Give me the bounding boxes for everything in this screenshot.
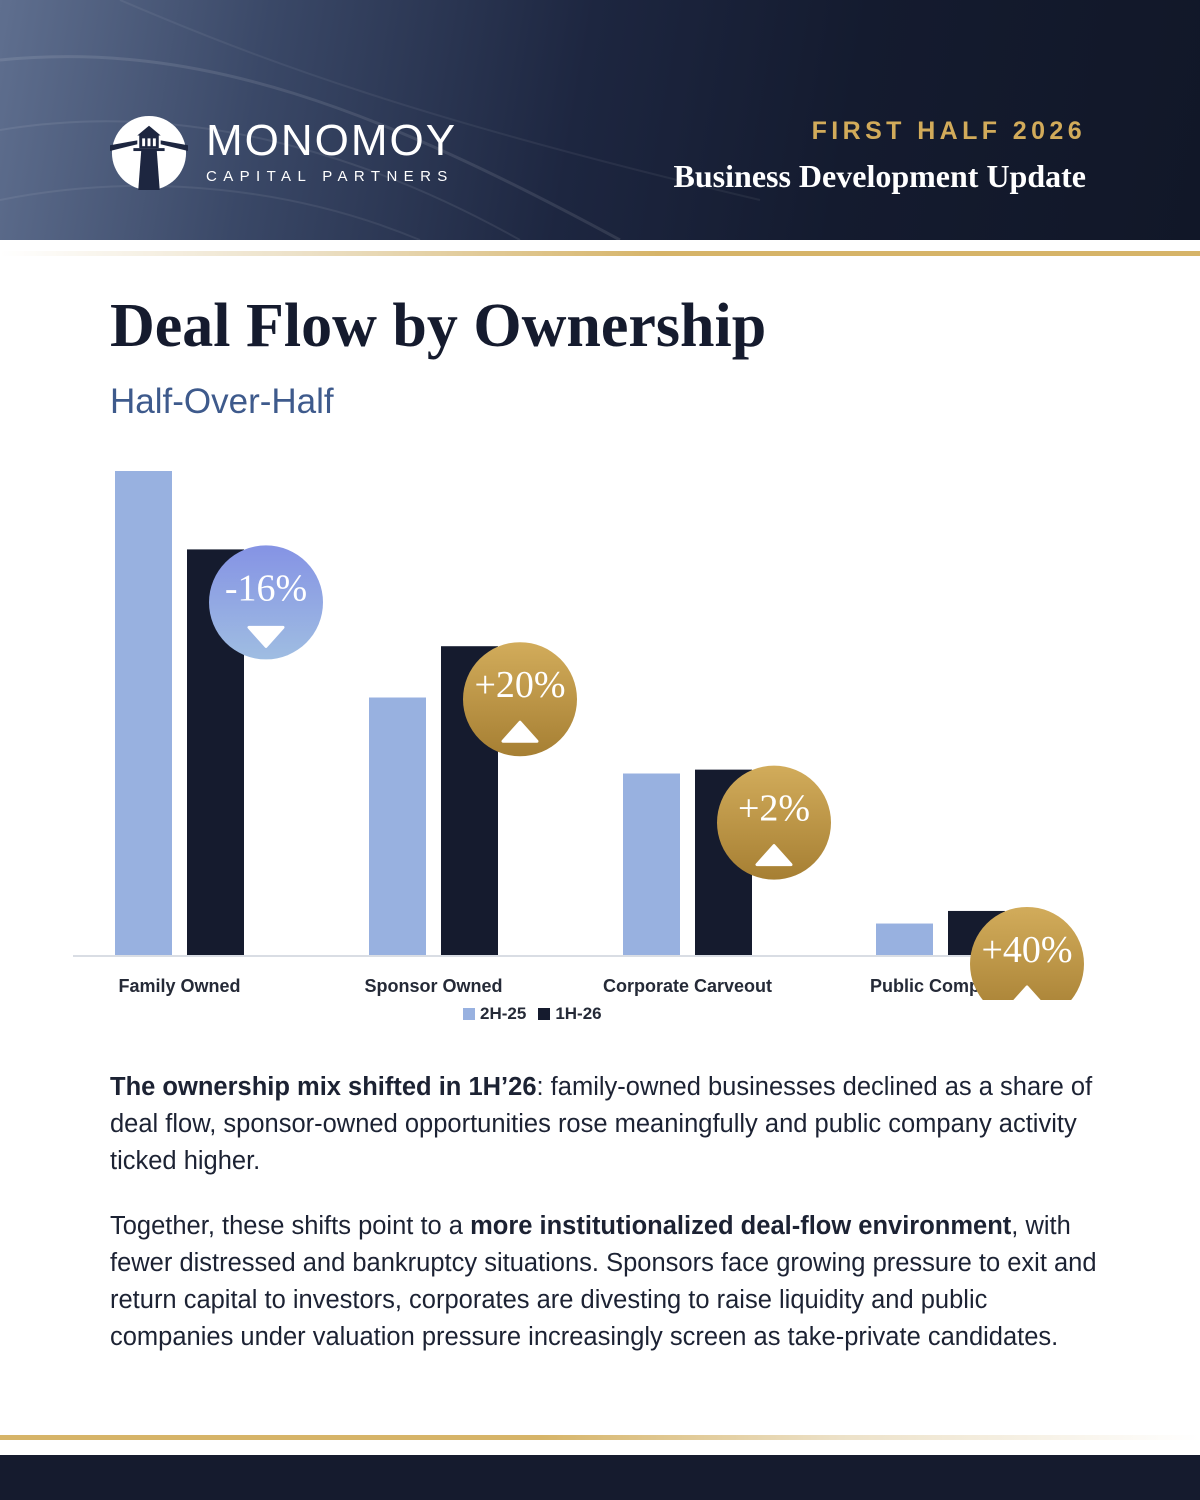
change-badge-family-owned: -16% — [209, 545, 323, 660]
header-banner: MONOMOY CAPITAL PARTNERS FIRST HALF 2026… — [0, 0, 1200, 240]
brand-name: MONOMOY — [206, 116, 458, 165]
header-swoosh-decoration — [0, 0, 761, 240]
summary-2-bold: more institutionalized deal-flow environ… — [470, 1212, 1012, 1240]
summary-1-text: : family-owned businesses declined as a … — [110, 1073, 1093, 1175]
report-period: FIRST HALF 2026 — [811, 117, 1086, 145]
brand-subtitle: CAPITAL PARTNERS — [206, 168, 454, 185]
legend-item-2h-25: 2H-25 — [463, 1004, 526, 1024]
arrow-up-icon — [755, 844, 793, 867]
gold-divider-top — [0, 251, 1200, 256]
change-label-family-owned: -16% — [225, 567, 307, 609]
legend-item-1h-26: 1H-26 — [538, 1004, 602, 1024]
summary-2-intro: Together, these shifts point to a — [110, 1212, 471, 1240]
change-label-sponsor-owned: +20% — [474, 664, 565, 706]
x-tick-label-corporate-carveout: Corporate Carveout — [603, 976, 772, 996]
change-badge-public-company: +40% — [970, 906, 1084, 1000]
bar-chart: Family Owned Sponsor Owned Corporate Carve… — [73, 471, 1084, 1000]
chart-legend: 2H-25 1H-26 — [463, 1004, 614, 1024]
lighthouse-icon — [110, 115, 188, 191]
page-title: Deal Flow by Ownership — [110, 292, 767, 360]
arrow-up-icon — [501, 720, 539, 743]
change-label-public-company: +40% — [981, 929, 1072, 971]
change-badge-sponsor-owned: +20% — [463, 642, 577, 757]
change-label-corporate-carveout: +2% — [738, 788, 810, 830]
footer-bar — [0, 1455, 1200, 1500]
arrow-down-icon — [247, 625, 285, 648]
summary-2-text: , with fewer distressed and bankruptcy s… — [110, 1212, 1097, 1351]
arrow-up-icon — [1013, 985, 1041, 1000]
summary-1-bold: The ownership mix shifted in 1H’26 — [110, 1073, 537, 1101]
bar-2h-25-public-company — [876, 923, 933, 955]
legend-swatch-1h-26 — [538, 1008, 551, 1020]
bar-2h-25-corporate-carveout — [623, 773, 680, 955]
x-tick-label-sponsor-owned: Sponsor Owned — [364, 976, 502, 996]
change-badge-corporate-carveout: +2% — [717, 765, 831, 880]
gold-divider-bottom — [0, 1435, 1200, 1440]
summary-paragraph-2: Together, these shifts point to a more i… — [110, 1208, 1100, 1356]
x-tick-label-family-owned: Family Owned — [118, 976, 240, 996]
report-title: Business Development Update — [673, 158, 1086, 194]
legend-label-2h-25: 2H-25 — [480, 1004, 527, 1023]
bar-2h-25-sponsor-owned — [369, 697, 426, 955]
page-subtitle: Half-Over-Half — [110, 382, 334, 421]
legend-label-1h-26: 1H-26 — [555, 1004, 602, 1023]
summary-paragraph-1: The ownership mix shifted in 1H’26: fami… — [110, 1069, 1100, 1180]
bar-2h-25-family-owned — [115, 471, 172, 955]
logo: MONOMOY CAPITAL PARTNERS — [110, 114, 457, 192]
legend-swatch-2h-25 — [463, 1008, 475, 1020]
